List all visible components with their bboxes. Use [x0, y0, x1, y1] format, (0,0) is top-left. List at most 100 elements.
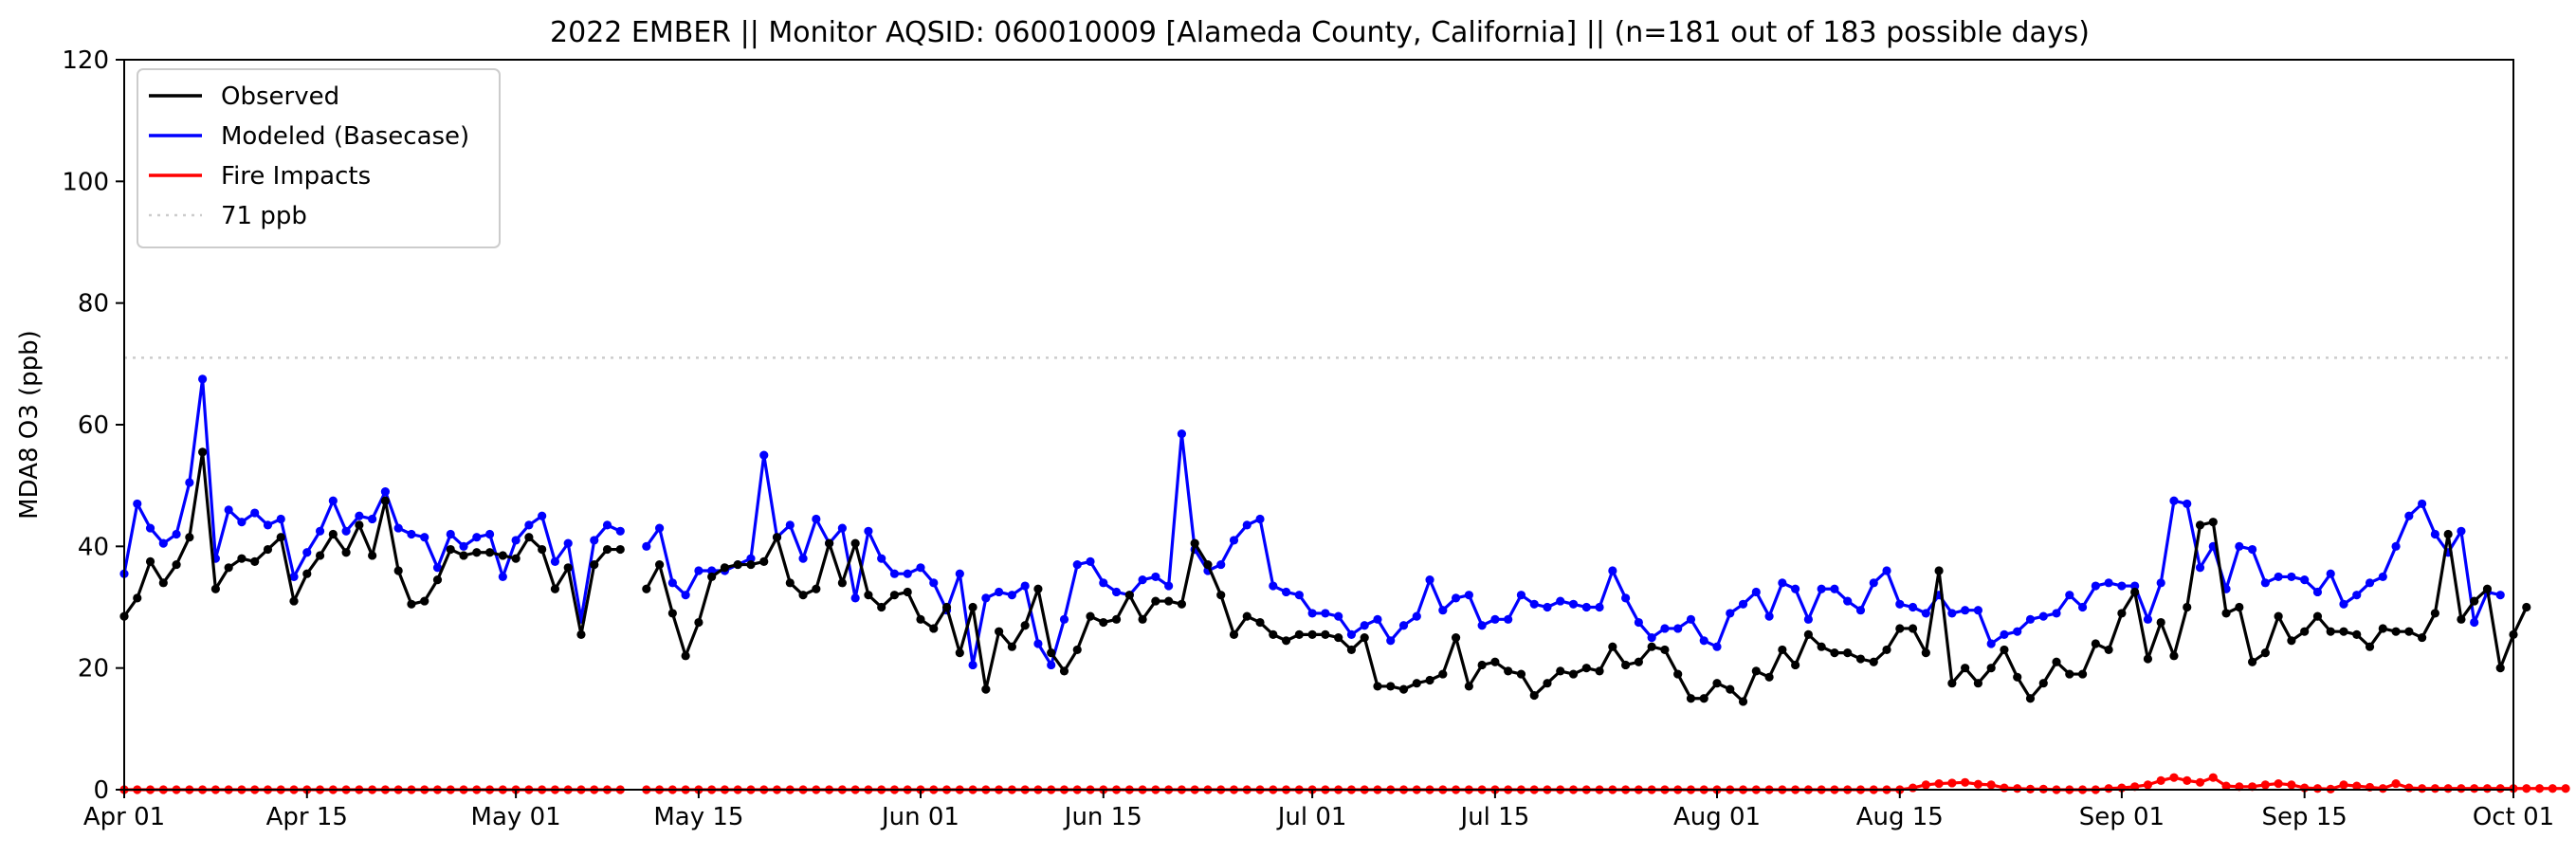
data-point: [1281, 587, 1291, 597]
data-point: [1360, 632, 1369, 643]
data-point: [2025, 614, 2036, 624]
data-point: [2300, 575, 2310, 585]
data-point: [1346, 645, 1357, 655]
data-point: [1803, 629, 1813, 639]
data-point: [1895, 599, 1905, 609]
legend-label-3: 71 ppb: [221, 202, 307, 230]
data-point: [1595, 666, 1604, 676]
data-point: [1229, 536, 1239, 545]
data-point: [2457, 614, 2466, 624]
legend-label-2: Fire Impacts: [221, 162, 371, 191]
data-point: [393, 566, 403, 575]
data-point: [550, 556, 560, 566]
data-point: [1543, 602, 1552, 612]
data-point: [733, 559, 742, 570]
data-point: [237, 518, 247, 527]
data-point: [172, 529, 181, 539]
data-point: [1934, 566, 1944, 575]
data-point: [1059, 614, 1069, 624]
data-point: [133, 593, 142, 603]
data-point: [2156, 578, 2165, 588]
data-point: [2430, 609, 2439, 618]
data-point: [2169, 773, 2179, 782]
data-point: [185, 478, 194, 487]
data-point: [511, 554, 521, 563]
y-tick-label: 100: [62, 168, 109, 196]
legend: Observed Modeled (Basecase) Fire Impacts 71…: [137, 68, 501, 248]
data-point: [2065, 591, 2074, 600]
data-point: [1608, 566, 1617, 575]
data-point: [2522, 784, 2531, 793]
data-point: [2378, 572, 2387, 582]
data-point: [2365, 642, 2375, 651]
data-point: [1581, 664, 1591, 673]
data-point: [2143, 780, 2153, 790]
data-point: [1660, 645, 1670, 655]
data-point: [1947, 679, 1957, 688]
data-point: [263, 544, 273, 555]
data-point: [1621, 593, 1631, 603]
data-point: [459, 541, 468, 551]
data-point: [812, 514, 821, 524]
data-point: [498, 572, 507, 582]
data-point: [2117, 581, 2127, 591]
data-point: [1451, 632, 1461, 643]
data-point: [1269, 629, 1278, 639]
data-point: [2143, 654, 2153, 664]
data-point: [1673, 624, 1683, 633]
data-point: [1803, 614, 1813, 624]
data-point: [2117, 609, 2127, 618]
data-point: [889, 569, 900, 578]
data-point: [981, 684, 991, 694]
data-point: [812, 584, 821, 593]
data-point: [1346, 629, 1357, 639]
data-point: [1099, 578, 1108, 588]
data-point: [1712, 642, 1722, 651]
series-line-1: [122, 377, 621, 621]
data-point: [2208, 518, 2218, 527]
data-point: [2000, 645, 2009, 655]
x-tick-label: Sep 01: [2079, 803, 2165, 831]
data-point: [302, 569, 312, 578]
data-point: [916, 614, 925, 624]
data-point: [1086, 556, 1095, 566]
data-point: [446, 529, 455, 539]
data-point: [1033, 584, 1043, 593]
data-point: [1255, 617, 1265, 628]
data-point: [864, 526, 873, 536]
data-point: [2156, 617, 2165, 628]
data-point: [2130, 581, 2140, 591]
data-point: [368, 514, 377, 524]
data-point: [1438, 669, 1448, 679]
data-point: [538, 544, 547, 555]
data-point: [877, 602, 886, 612]
data-point: [1294, 591, 1304, 600]
data-point: [1673, 669, 1683, 679]
data-point: [2130, 587, 2140, 597]
chart-title: 2022 EMBER || Monitor AQSID: 060010009 […: [550, 16, 2090, 49]
data-point: [1961, 664, 1970, 673]
data-point: [2378, 784, 2387, 793]
data-point: [133, 499, 142, 509]
data-point: [2404, 511, 2414, 520]
data-point: [2274, 611, 2283, 621]
data-point: [1477, 660, 1487, 670]
data-point: [1255, 514, 1265, 524]
data-point: [145, 556, 155, 566]
data-point: [2183, 602, 2192, 612]
data-point: [1477, 621, 1487, 630]
data-point: [2287, 636, 2296, 646]
data-point: [328, 496, 338, 505]
data-point: [1216, 559, 1226, 570]
data-point: [1242, 520, 1251, 530]
y-axis-label: MDA8 O3 (ppb): [15, 330, 44, 520]
data-point: [315, 526, 325, 536]
data-point: [1138, 614, 1147, 624]
data-point: [837, 578, 847, 588]
data-point: [1504, 614, 1513, 624]
data-point: [2339, 780, 2348, 790]
data-point: [1568, 669, 1579, 679]
data-point: [602, 544, 612, 555]
x-tick-label: Jun 01: [880, 803, 959, 831]
